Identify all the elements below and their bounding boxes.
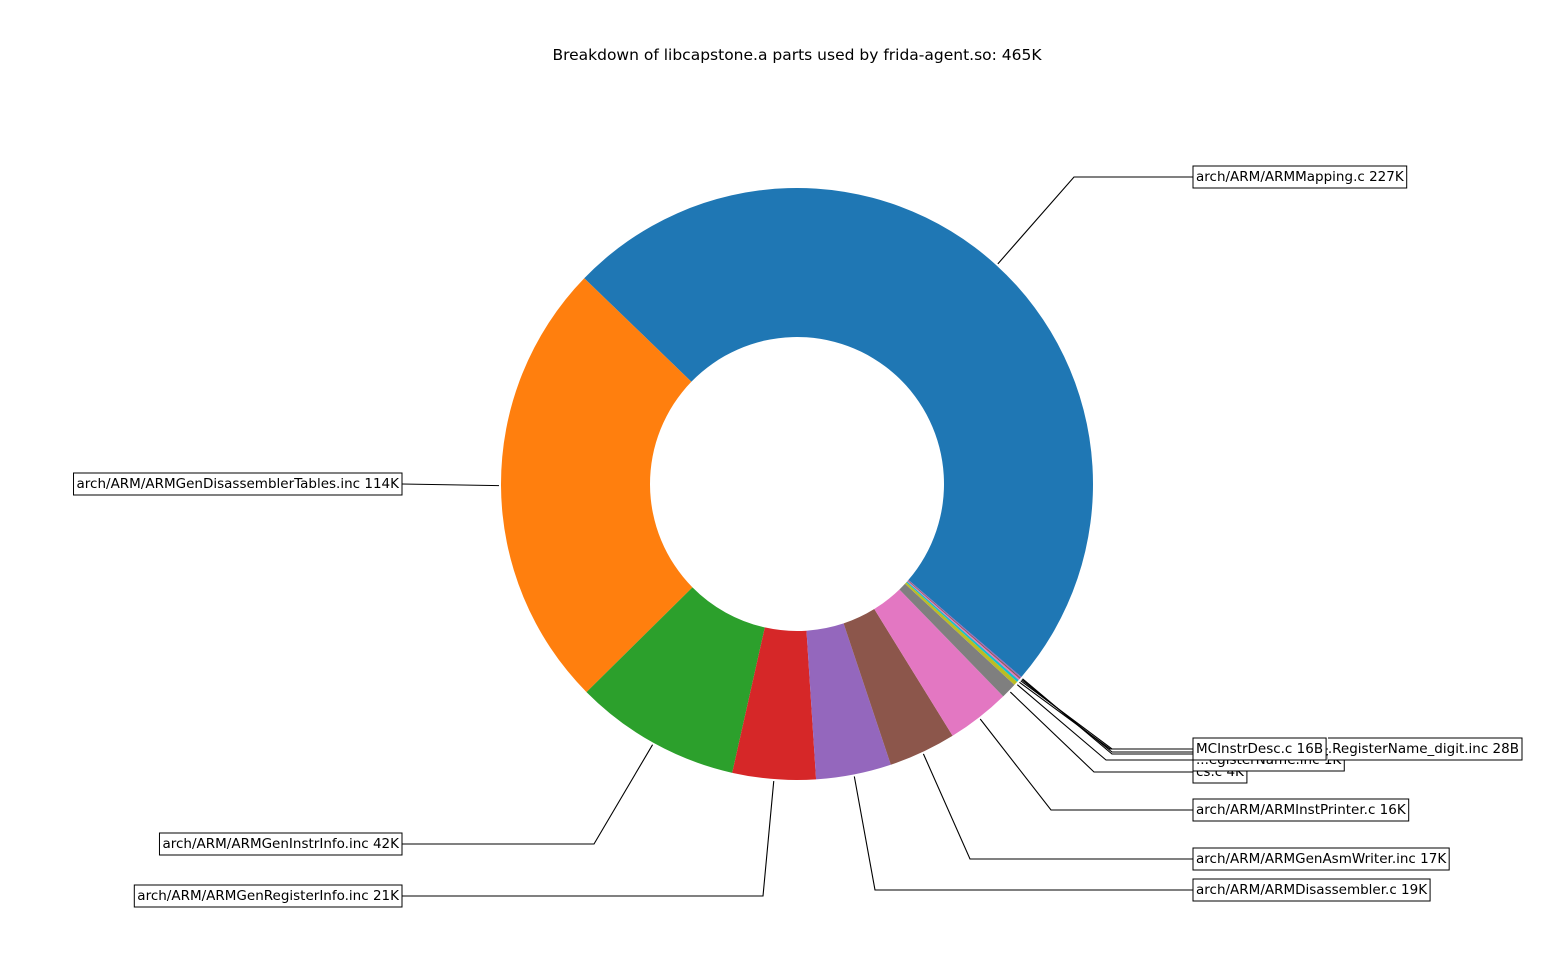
leader-line	[853, 776, 1193, 891]
leader-line	[1020, 680, 1193, 750]
leader-line	[922, 753, 1193, 860]
slice-label-box	[73, 472, 403, 496]
donut-slice	[907, 580, 1020, 681]
slice-label: arch/ARM/ARMGenAsmWriter...RegisterName_…	[1123, 737, 1523, 761]
leader-line	[401, 483, 500, 487]
slice-labels: arch/ARM/ARMMapping.c 227K arch/ARM/ARMGe…	[73, 165, 1523, 908]
leader-line	[1021, 679, 1193, 753]
donut-slice	[906, 581, 1019, 682]
leader-line	[1022, 678, 1193, 755]
leader-line	[979, 718, 1193, 811]
slice-label-text: arch/ARM/ARMGenRegisterInfo.inc 21K	[137, 888, 400, 904]
leader-line	[1019, 681, 1193, 750]
slice-label-box	[133, 884, 403, 908]
slice-label: arch/ARM/ARMGenRegisterInfo.inc 21K	[133, 884, 403, 908]
donut-slice	[908, 579, 1022, 678]
leader-line	[1016, 684, 1193, 761]
leader-line	[997, 176, 1193, 265]
slice-label-text: arch/ARM/ARMDisassembler.c 19K	[1196, 882, 1428, 898]
slice-label-text: arch/ARM/ARMGenAsmWriter.inc 17K	[1196, 851, 1447, 867]
slice-label-box	[1328, 737, 1523, 761]
slice-label-text: arch/ARM/ARMMapping.c 227K	[1196, 169, 1405, 185]
donut-slice	[586, 587, 765, 773]
slice-label: arch/ARM/ARMGenAsmWriter.inc 17K	[1192, 847, 1450, 871]
leader-line	[1009, 691, 1193, 773]
donut-slice	[904, 582, 1018, 685]
slice-label-box	[1192, 847, 1450, 871]
slice-label-box	[1192, 878, 1431, 902]
donut-slice	[806, 623, 891, 780]
donut-slices	[500, 187, 1094, 780]
slice-label-text: MCInstrDesc.c 16B	[1196, 741, 1323, 757]
donut-slice	[584, 187, 1094, 678]
slice-label-text: arch/ARM/ARMGenInstrInfo.inc 42K	[162, 836, 400, 852]
slice-label-box	[1192, 165, 1408, 189]
leader-line	[402, 744, 654, 845]
slice-label-box	[158, 832, 403, 856]
slice-label: arch/ARM/ARMGenDisassemblerTables.inc 11…	[73, 472, 403, 496]
slice-label-box	[1192, 737, 1327, 761]
donut-slice	[843, 609, 953, 765]
donut-slice	[500, 278, 693, 693]
slice-label-text: arch/ARM/ARMGenDisassemblerTables.inc 11…	[77, 476, 401, 492]
label-leader-lines	[401, 176, 1193, 897]
slice-label: MCInstrDesc.c 16B	[1192, 737, 1327, 761]
slice-label: arch/ARM/ARMGenInstrInfo.inc 42K	[158, 832, 403, 856]
chart-title: Breakdown of libcapstone.a parts used by…	[552, 46, 1042, 64]
slice-label-text: arch/ARM/ARMInstPrinter.c 16K	[1196, 802, 1407, 818]
slice-label: arch/ARM/ARMInstPrinter.c 16K	[1192, 798, 1410, 822]
donut-slice	[899, 583, 1015, 697]
slice-label: arch/ARM/ARMMapping.c 227K	[1192, 165, 1408, 189]
slice-label-box	[1192, 798, 1410, 822]
donut-slice	[874, 589, 1004, 736]
slice-label: arch/ARM/ARMDisassembler.c 19K	[1192, 878, 1431, 902]
slice-label-text: arch/ARM/ARMGenAsmWriter...RegisterName_…	[1123, 741, 1519, 757]
donut-slice	[732, 627, 817, 780]
donut-slice	[907, 580, 1021, 679]
leader-line	[402, 781, 775, 897]
